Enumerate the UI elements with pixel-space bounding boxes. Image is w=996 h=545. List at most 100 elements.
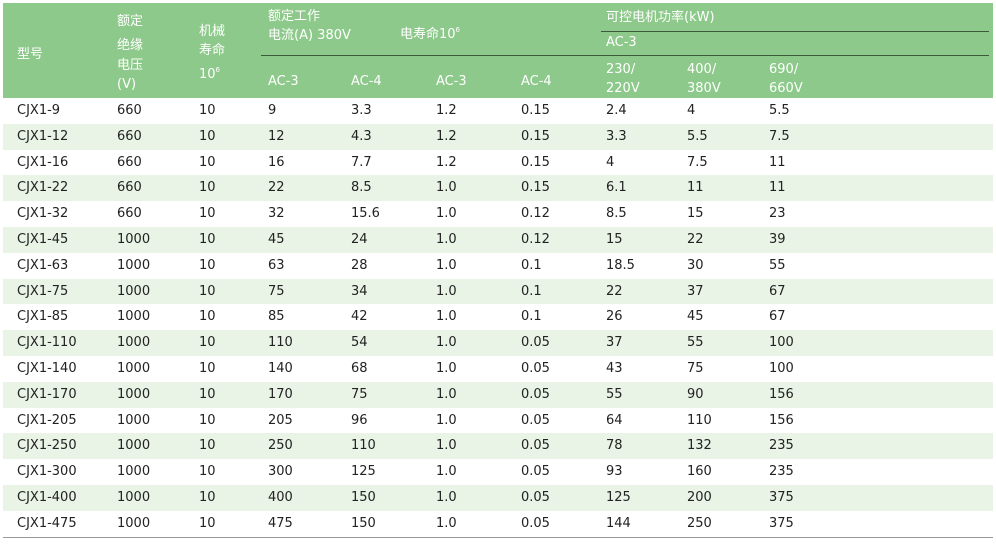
header-v230-2: 220V [606, 81, 640, 96]
table-cell: 12 [268, 128, 285, 144]
table-cell: 1.2 [436, 128, 457, 144]
table-cell: 10 [199, 386, 216, 402]
table-cell: 23 [769, 206, 786, 222]
table-cell: 300 [268, 464, 293, 480]
table-cell: 1000 [117, 412, 151, 428]
header-ac3: AC-3 [268, 74, 299, 89]
table-cell: 0.05 [521, 438, 550, 454]
table-cell: 1.0 [436, 180, 457, 196]
table-cell: CJX1-110 [17, 335, 77, 351]
table-cell: 0.05 [521, 489, 550, 505]
table-cell: 11 [769, 180, 786, 196]
header-v690-2: 660V [769, 81, 803, 96]
table-cell: 75 [268, 283, 285, 299]
table-cell: CJX1-300 [17, 464, 77, 480]
table-cell: CJX1-205 [17, 412, 77, 428]
table-cell: 1.0 [436, 257, 457, 273]
table-cell: CJX1-16 [17, 154, 69, 170]
table-row: CJX1-63 1000 10 63 28 1.0 0.1 18.5 30 55 [3, 253, 993, 279]
table-cell: 0.1 [521, 283, 542, 299]
table-cell: CJX1-12 [17, 128, 69, 144]
table-cell: 8.5 [606, 206, 627, 222]
table-cell: 144 [606, 515, 631, 531]
table-cell: 110 [687, 412, 712, 428]
table-cell: 0.05 [521, 386, 550, 402]
table-cell: 11 [687, 180, 704, 196]
table-cell: 156 [769, 412, 794, 428]
table-cell: 156 [769, 386, 794, 402]
table-cell: 0.05 [521, 464, 550, 480]
table-row: CJX1-400 1000 10 400 150 1.0 0.05 125 200 375 [3, 484, 993, 511]
table-cell: 10 [199, 231, 216, 247]
table-cell: 235 [769, 464, 794, 480]
table-cell: 43 [606, 360, 623, 376]
table-cell: 10 [199, 515, 216, 531]
table-cell: 400 [268, 489, 293, 505]
header-current-1: 额定工作 [268, 9, 321, 24]
table-cell: 1000 [117, 360, 151, 376]
table-cell: 63 [268, 257, 285, 273]
table-cell: 475 [268, 515, 293, 531]
table-cell: 37 [606, 335, 623, 351]
table-cell: 10 [199, 154, 216, 170]
table-cell: CJX1-475 [17, 515, 77, 531]
table-row: CJX1-45 1000 10 45 24 1.0 0.12 15 22 39 [3, 226, 993, 253]
table-cell: 93 [606, 464, 623, 480]
table-row: CJX1-85 1000 10 85 42 1.0 0.1 26 45 67 [3, 304, 993, 330]
header-v400-2: 380V [687, 81, 721, 96]
table-cell: 160 [687, 464, 712, 480]
table-cell: 0.05 [521, 335, 550, 351]
table-cell: 110 [268, 335, 293, 351]
table-cell: 22 [606, 283, 623, 299]
table-cell: 100 [769, 360, 794, 376]
table-cell: 0.15 [521, 180, 550, 196]
table-header: 型号 额定 绝缘 电压 (V) 机械 寿命 106 额定工作 电流(A) 380… [3, 3, 993, 98]
header-elec-life: 电寿命106 [400, 26, 461, 42]
table-cell: 85 [268, 309, 285, 325]
table-cell: 10 [199, 309, 216, 325]
table-cell: 150 [351, 515, 376, 531]
table-cell: 6.1 [606, 180, 627, 196]
table-cell: 1000 [117, 515, 151, 531]
table-cell: 1.0 [436, 206, 457, 222]
header-mech-life-2: 寿命 [199, 43, 226, 58]
table-cell: CJX1-85 [17, 309, 69, 325]
table-cell: 1000 [117, 386, 151, 402]
table-cell: CJX1-32 [17, 206, 69, 222]
header-divider-sub [261, 55, 989, 56]
header-ac3b: AC-3 [436, 74, 467, 89]
table-cell: 55 [606, 386, 623, 402]
table-cell: 10 [199, 335, 216, 351]
table-cell: 26 [606, 309, 623, 325]
table-cell: 4 [606, 154, 615, 170]
table-cell: 0.05 [521, 360, 550, 376]
table-body: CJX1-9 660 10 9 3.3 1.2 0.15 2.4 4 5.5 CJX1-12 660 1… [3, 98, 993, 537]
table-cell: 1000 [117, 283, 151, 299]
table-row: CJX1-205 1000 10 205 96 1.0 0.05 64 110 156 [3, 408, 993, 434]
table-cell: 90 [687, 386, 704, 402]
table-cell: 100 [769, 335, 794, 351]
table-cell: 170 [268, 386, 293, 402]
table-cell: 10 [199, 128, 216, 144]
table-cell: CJX1-250 [17, 438, 77, 454]
header-mech-life-1: 机械 [199, 24, 226, 39]
table-cell: 150 [351, 489, 376, 505]
table-cell: 22 [687, 231, 704, 247]
table-cell: 0.15 [521, 154, 550, 170]
table-cell: 10 [199, 180, 216, 196]
header-v230-1: 230/ [606, 62, 636, 77]
header-model: 型号 [17, 47, 44, 62]
table-cell: 1.0 [436, 335, 457, 351]
table-cell: 10 [199, 438, 216, 454]
table-cell: 660 [117, 180, 142, 196]
table-cell: 37 [687, 283, 704, 299]
table-cell: 10 [199, 464, 216, 480]
header-voltage-4: (V) [117, 77, 137, 92]
header-power: 可控电机功率(kW) [606, 10, 715, 25]
table-cell: 0.12 [521, 231, 550, 247]
table-cell: CJX1-9 [17, 103, 61, 118]
table-row: CJX1-140 1000 10 140 68 1.0 0.05 43 75 100 [3, 356, 993, 382]
table-cell: 235 [769, 438, 794, 454]
table-cell: 1.0 [436, 489, 457, 505]
header-power-sub: AC-3 [606, 35, 637, 50]
